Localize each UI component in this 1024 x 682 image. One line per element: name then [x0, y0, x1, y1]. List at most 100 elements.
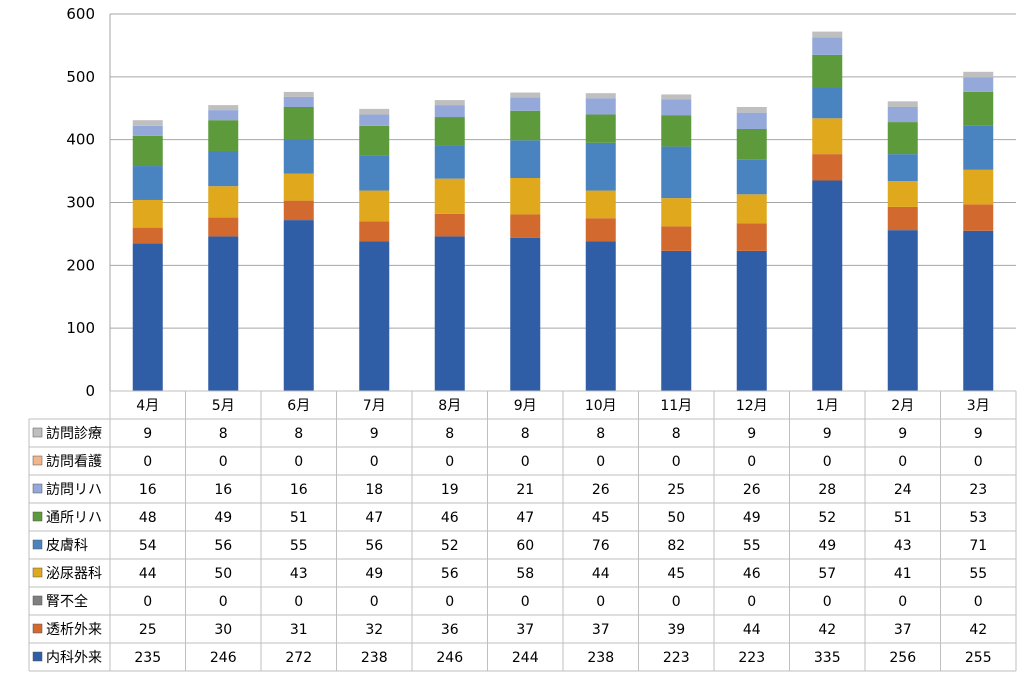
data-table-value: 42 [969, 622, 987, 638]
category-label: 1月 [816, 398, 839, 414]
data-table-value: 43 [894, 538, 912, 554]
y-tick-label: 200 [66, 256, 95, 274]
data-table-value: 235 [134, 650, 161, 666]
bar-segment [132, 120, 163, 126]
data-table-value: 28 [818, 482, 836, 498]
bar-segment [434, 213, 465, 237]
data-table-value: 255 [965, 650, 992, 666]
bar-segment [812, 154, 843, 181]
bar-segment [812, 180, 843, 391]
data-table-value: 0 [219, 454, 228, 470]
data-table-value: 49 [743, 510, 761, 526]
category-label: 11月 [660, 398, 692, 414]
bar-segment [812, 118, 843, 155]
data-table-value: 56 [214, 538, 232, 554]
bar-segment [132, 227, 163, 244]
data-table-value: 54 [139, 538, 157, 554]
data-table-value: 23 [969, 482, 987, 498]
bar-segment [434, 117, 465, 146]
bar-segment [887, 230, 918, 391]
legend-key [32, 427, 43, 438]
bar-segment [963, 204, 994, 231]
data-table-value: 36 [441, 622, 459, 638]
bar-segment [132, 135, 163, 167]
data-table-value: 16 [214, 482, 232, 498]
data-table-value: 50 [667, 510, 685, 526]
data-table-value: 0 [672, 594, 681, 610]
bar-segment [736, 112, 767, 129]
data-table-value: 0 [596, 594, 605, 610]
legend-label: 透析外来 [46, 622, 102, 638]
category-label: 8月 [438, 398, 461, 414]
bar-segment [208, 186, 239, 218]
bar-segment [359, 190, 390, 222]
data-table-value: 76 [592, 538, 610, 554]
data-table-value: 48 [139, 510, 157, 526]
bar-segment [359, 114, 390, 126]
data-table-value: 55 [969, 566, 987, 582]
bar-segment [132, 243, 163, 391]
bar-segment [283, 106, 314, 140]
bar-segment [359, 221, 390, 242]
y-tick-label: 100 [66, 319, 95, 337]
data-table-value: 50 [214, 566, 232, 582]
bar-segment [736, 128, 767, 160]
data-table-value: 0 [143, 454, 152, 470]
legend-key [32, 455, 43, 466]
legend-key [32, 511, 43, 522]
data-table-value: 0 [596, 454, 605, 470]
data-table-value: 26 [743, 482, 761, 498]
data-table-value: 238 [587, 650, 614, 666]
data-table-value: 0 [219, 594, 228, 610]
bar-segment [963, 71, 994, 78]
data-table-value: 8 [294, 426, 303, 442]
bar-segment [434, 145, 465, 179]
bar-segment [132, 125, 163, 136]
data-table-value: 0 [445, 594, 454, 610]
bar-segment [283, 91, 314, 97]
bar-segment [812, 87, 843, 119]
bar-segment [359, 155, 390, 191]
data-table-value: 0 [823, 594, 832, 610]
bar-segment [585, 114, 616, 143]
category-label: 6月 [287, 398, 310, 414]
bar-segment [208, 105, 239, 111]
bar-segment [283, 220, 314, 391]
data-table-value: 26 [592, 482, 610, 498]
bar-segment [510, 214, 541, 238]
legend-key [32, 483, 43, 494]
y-tick-label: 500 [66, 68, 95, 86]
bar-segment [812, 54, 843, 88]
data-table-value: 256 [889, 650, 916, 666]
data-table-value: 43 [290, 566, 308, 582]
data-table-value: 49 [214, 510, 232, 526]
bar-segment [585, 93, 616, 99]
bar-segment [887, 181, 918, 207]
bar-segment [887, 154, 918, 182]
y-tick-label: 400 [66, 131, 95, 149]
legend-key [32, 567, 43, 578]
y-tick-label: 0 [85, 382, 95, 400]
data-table-value: 25 [139, 622, 157, 638]
data-table-value: 30 [214, 622, 232, 638]
data-table-value: 41 [894, 566, 912, 582]
data-table-value: 0 [747, 594, 756, 610]
bar-segment [283, 173, 314, 201]
data-table-value: 49 [818, 538, 836, 554]
bar-segment [963, 125, 994, 170]
data-table-value: 37 [592, 622, 610, 638]
bar-segment [208, 110, 239, 121]
bar-segment [661, 115, 692, 147]
bar-segment [736, 159, 767, 195]
data-table-value: 223 [738, 650, 765, 666]
bar-segment [812, 37, 843, 55]
data-table-value: 37 [894, 622, 912, 638]
category-label: 10月 [585, 398, 617, 414]
data-table-value: 49 [365, 566, 383, 582]
data-table-value: 51 [894, 510, 912, 526]
data-table-value: 25 [667, 482, 685, 498]
data-table-value: 0 [974, 594, 983, 610]
data-table-value: 57 [818, 566, 836, 582]
bar-segment [963, 77, 994, 92]
data-table-value: 8 [672, 426, 681, 442]
